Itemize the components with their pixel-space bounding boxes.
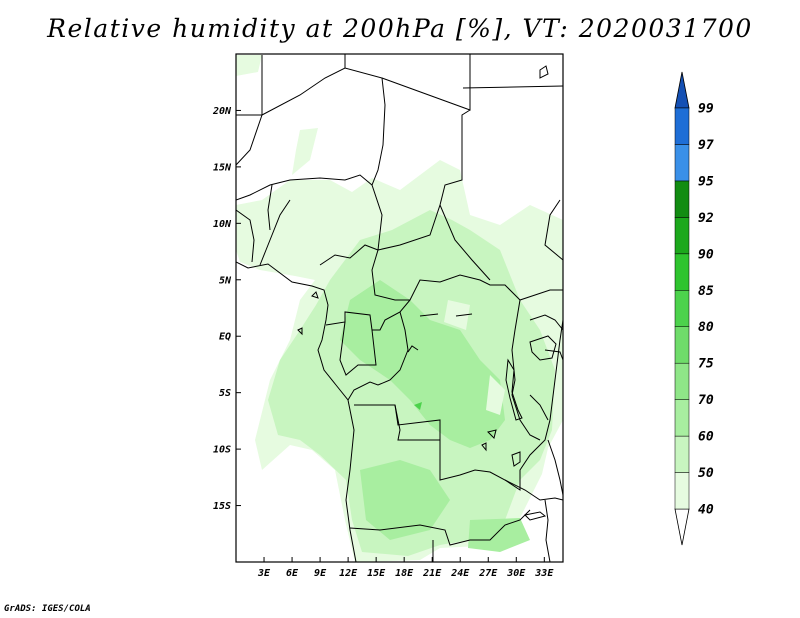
colorbar-segment xyxy=(674,253,690,291)
border xyxy=(504,479,563,501)
border xyxy=(267,184,273,231)
x-tick-label: 9E xyxy=(314,568,327,579)
border xyxy=(439,204,491,281)
colorbar-label: 90 xyxy=(698,247,714,262)
border xyxy=(511,299,541,441)
border xyxy=(236,209,255,263)
y-tick-label: 5N xyxy=(219,275,232,286)
border xyxy=(439,109,471,206)
lake xyxy=(505,358,523,421)
humidity-shade-70 xyxy=(468,518,530,552)
x-tick-label: 15E xyxy=(367,568,386,579)
colorbar-segment xyxy=(674,144,690,182)
island xyxy=(311,291,319,299)
x-tick-label: 33E xyxy=(534,568,554,579)
border xyxy=(529,394,549,421)
country-borders xyxy=(236,54,563,562)
colorbar-segment xyxy=(674,435,690,473)
map-axes: 3E 6E 9E 12E 15E 18E 21E 24E 27E 30E 33E 20N 15N 10N 5… xyxy=(212,106,554,579)
x-tick-label: 24E xyxy=(450,568,470,579)
x-tick-label: 27E xyxy=(478,568,498,579)
border xyxy=(394,404,440,441)
colorbar-label: 85 xyxy=(698,284,714,299)
lake xyxy=(481,442,487,452)
island xyxy=(539,65,549,79)
colorbar-label: 95 xyxy=(698,174,714,189)
colorbar-label: 75 xyxy=(698,357,714,372)
border xyxy=(381,54,471,111)
border xyxy=(371,184,563,301)
x-tick-label: 21E xyxy=(422,568,442,579)
river xyxy=(455,313,473,317)
chart-title: Relative humidity at 200hPa [%], VT: 202… xyxy=(47,14,753,43)
humidity-shade-50 xyxy=(292,128,318,175)
colorbar-top-arrow xyxy=(674,71,690,109)
colorbar-segment xyxy=(674,472,690,510)
island xyxy=(297,327,303,336)
y-tick-label: 15S xyxy=(213,501,231,512)
border xyxy=(544,499,551,562)
humidity-field xyxy=(236,55,563,562)
lake xyxy=(511,451,521,467)
x-tick-label: 3E xyxy=(257,568,271,579)
border xyxy=(377,204,441,251)
colorbar-label: 70 xyxy=(698,393,714,408)
coastline xyxy=(236,261,357,562)
y-tick-label: 10S xyxy=(213,445,231,456)
colorbar-segment xyxy=(674,362,690,400)
y-tick-label: EQ xyxy=(219,332,231,343)
y-tick-label: 5S xyxy=(219,388,231,399)
lake xyxy=(529,335,557,361)
humidity-shade-70 xyxy=(340,280,505,448)
border xyxy=(544,199,563,261)
colorbar-label: 60 xyxy=(698,430,714,445)
colorbar-segment xyxy=(674,180,690,218)
humidity-shade-50 xyxy=(236,55,262,76)
colorbar-label: 99 xyxy=(698,102,714,117)
y-tick-label: 20N xyxy=(212,106,232,117)
border xyxy=(347,311,409,401)
colorbar-segment xyxy=(674,290,690,327)
colorbar: 40 50 60 70 75 80 85 90 92 95 97 99 xyxy=(674,71,714,546)
border xyxy=(236,114,263,166)
humidity-shade-75 xyxy=(414,402,422,410)
colorbar-label: 80 xyxy=(698,320,714,335)
colorbar-bottom-arrow xyxy=(674,508,690,546)
humidity-dry-patch xyxy=(486,375,505,415)
border xyxy=(529,314,563,331)
y-tick-label: 10N xyxy=(213,219,232,230)
river xyxy=(407,345,419,353)
x-tick-label: 18E xyxy=(395,568,414,579)
colorbar-segment xyxy=(674,399,690,437)
border xyxy=(462,85,563,89)
border xyxy=(547,439,563,496)
x-tick-label: 12E xyxy=(339,568,358,579)
map-frame xyxy=(235,53,564,563)
colorbar-segment xyxy=(674,107,690,145)
colorbar-label: 92 xyxy=(698,211,714,226)
lake xyxy=(523,511,547,521)
colorbar-segment xyxy=(674,326,690,364)
colorbar-label: 50 xyxy=(698,466,714,481)
lake xyxy=(487,429,497,439)
colorbar-segment xyxy=(674,217,690,255)
humidity-shade-70 xyxy=(360,460,450,540)
y-tick-label: 15N xyxy=(213,162,232,173)
border xyxy=(319,244,379,266)
border xyxy=(339,321,377,376)
x-tick-label: 6E xyxy=(286,568,299,579)
footer-credit: GrADS: IGES/COLA xyxy=(4,604,91,614)
border xyxy=(354,319,563,491)
colorbar-label: 40 xyxy=(698,503,714,518)
border xyxy=(259,199,291,266)
border xyxy=(349,509,531,546)
colorbar-label: 97 xyxy=(698,138,714,153)
lake xyxy=(544,349,563,361)
border xyxy=(236,67,386,201)
river xyxy=(419,313,439,317)
x-tick-label: 30E xyxy=(506,568,526,579)
humidity-dry-patch xyxy=(444,300,470,330)
